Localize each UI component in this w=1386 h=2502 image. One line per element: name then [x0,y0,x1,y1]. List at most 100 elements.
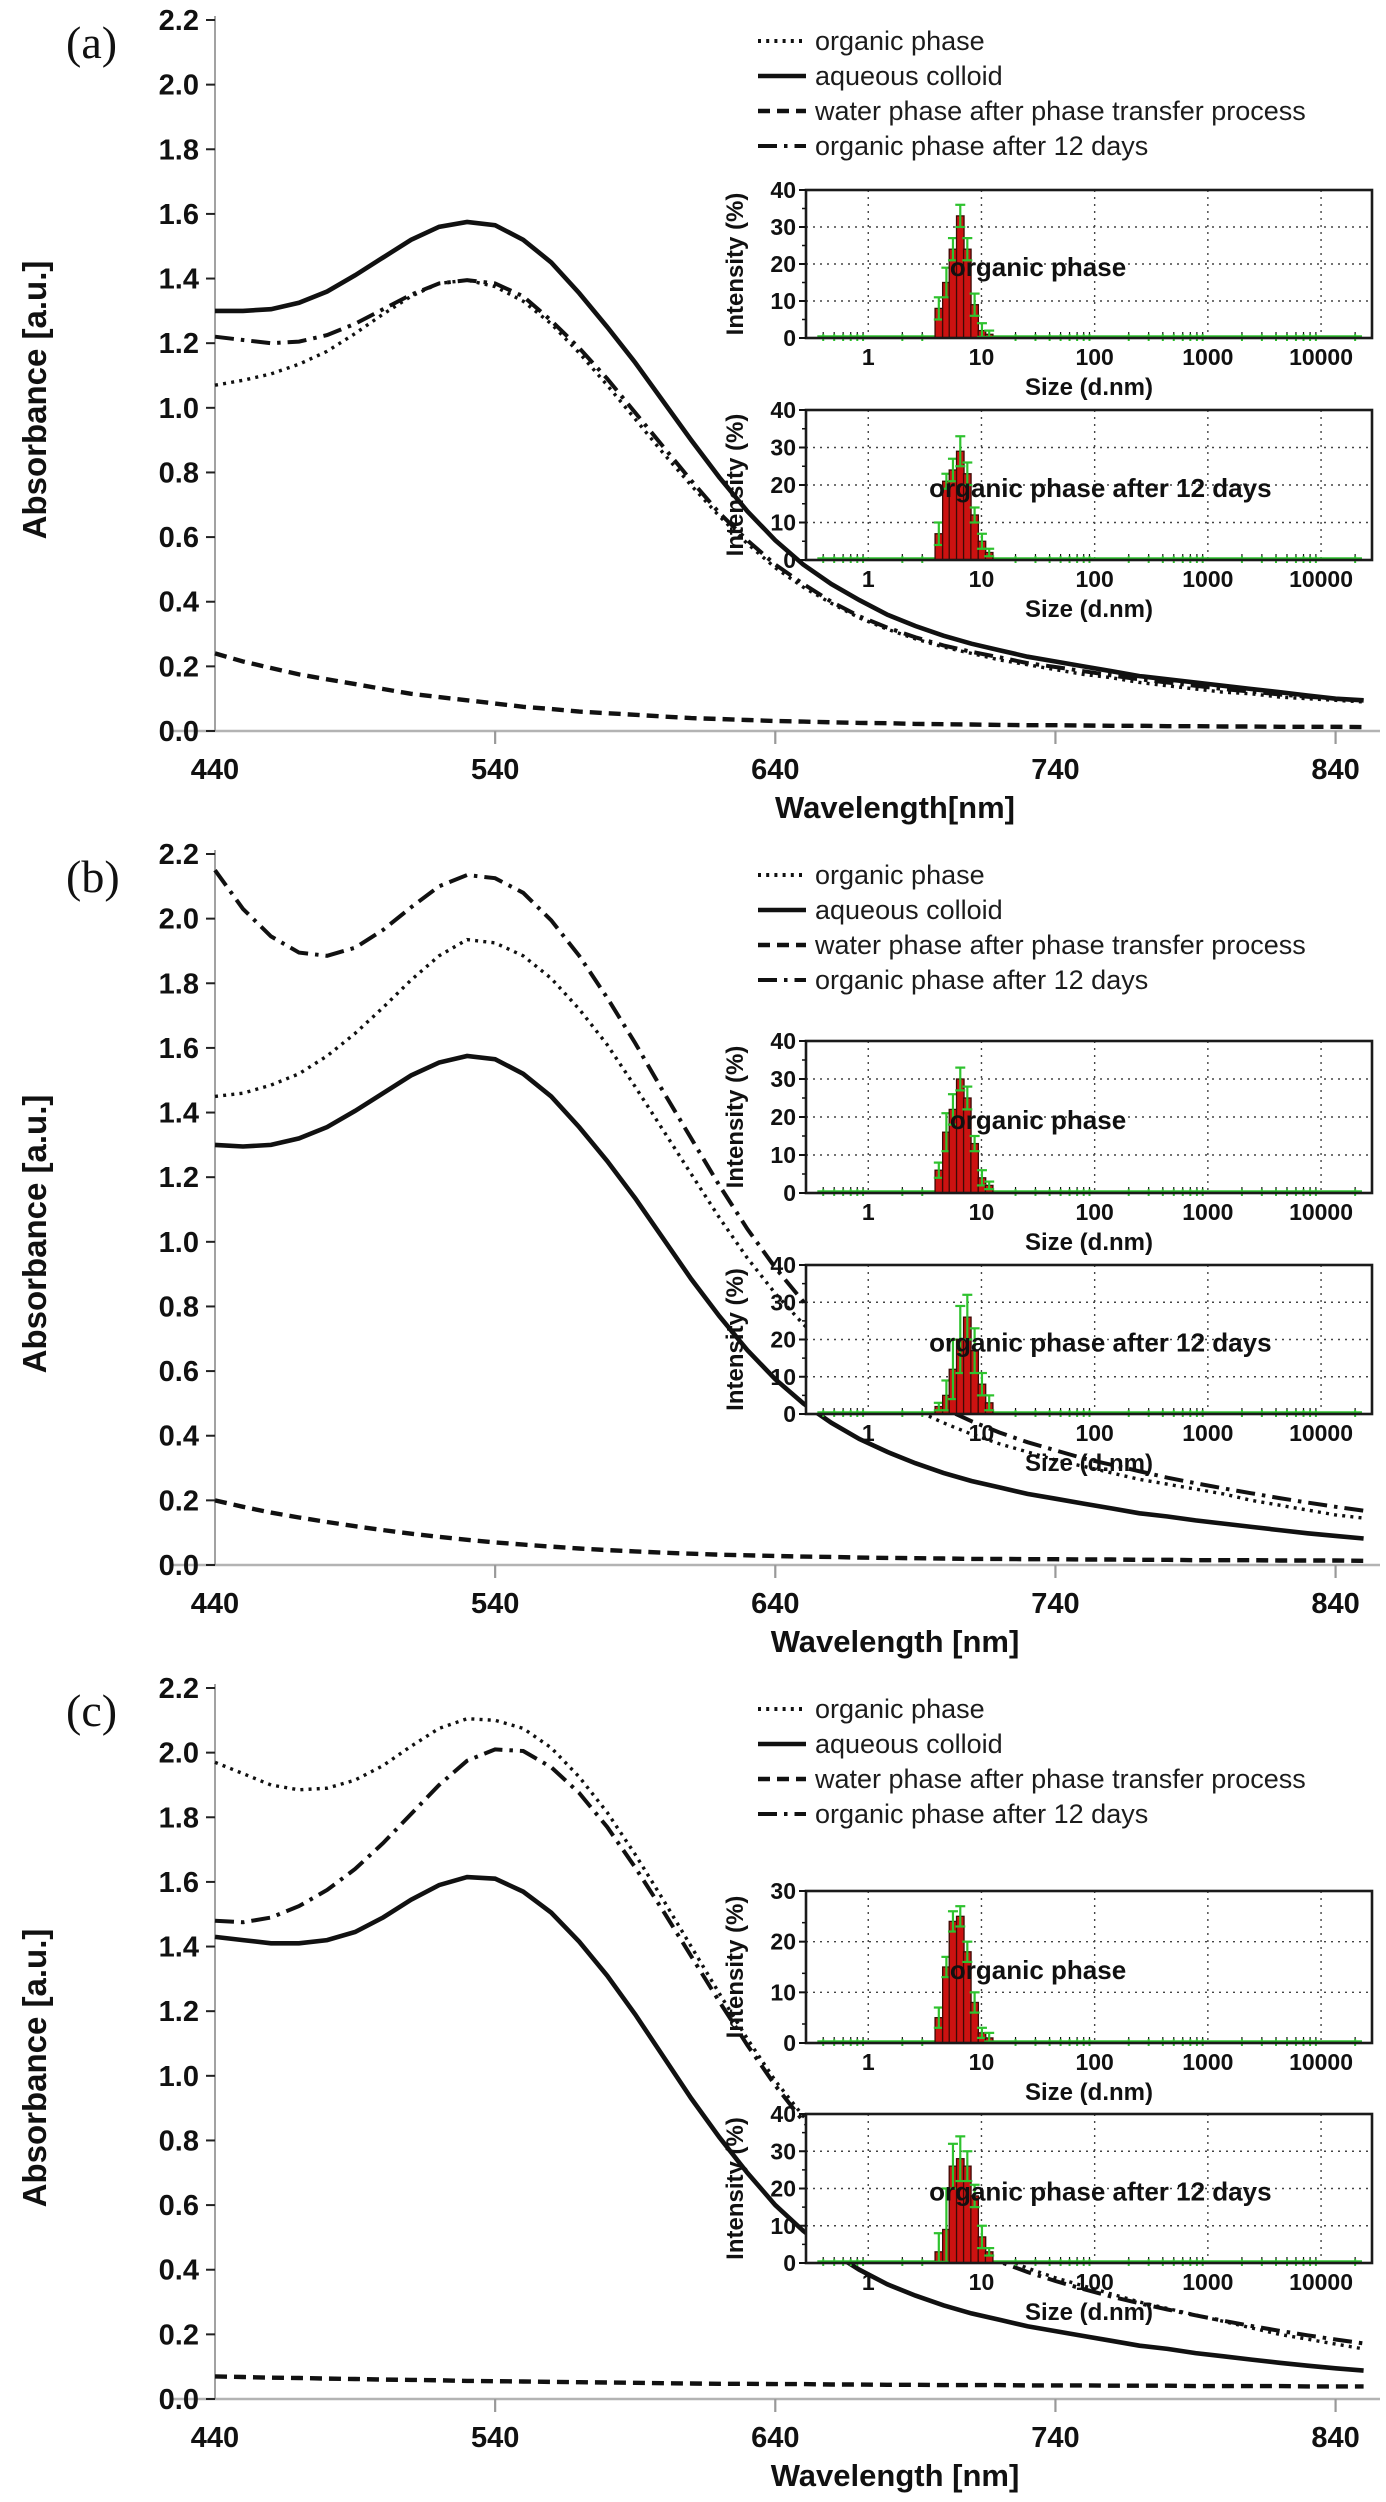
legend-item-label: aqueous colloid [815,1729,1003,1759]
inset-y-axis-title: Intensity (%) [722,1896,749,2039]
inset-x-axis-title: Size (d.nm) [1025,1229,1153,1256]
legend-item-label: organic phase after 12 days [815,1799,1148,1829]
inset-y-tick-label: 0 [783,325,796,351]
panel-letter: (c) [66,1685,117,1736]
inset-y-tick-label: 40 [770,177,796,203]
legend-item-label: organic phase [815,26,985,56]
panel-b: (b) Absorbance [a.u.] Wavelength [nm] 0.… [0,834,1386,1668]
y-tick-label: 0.0 [159,2384,199,2416]
y-tick-label: 0.4 [159,587,199,619]
y-tick-label: 0.4 [159,1421,199,1453]
y-tick-label: 1.0 [159,1227,199,1259]
dls-inset: 0 10 20 30 40 1 10 100 1000 10000 Size (d.nm) Inten… [722,397,1374,623]
inset-data-label: organic phase after 12 days [929,1327,1271,1357]
inset-x-tick-label: 1 [862,344,875,370]
x-axis-title: Wavelength[nm] [775,790,1015,825]
inset-y-tick-label: 0 [783,547,796,573]
inset-y-tick-label: 30 [770,2138,796,2164]
legend-item-label: organic phase [815,1694,985,1724]
x-tick-label: 440 [191,2422,239,2454]
inset-x-tick-label: 10000 [1289,2269,1353,2295]
x-tick-label: 740 [1031,754,1079,786]
y-tick-label: 0.8 [159,2125,199,2157]
y-tick-label: 1.0 [159,2061,199,2093]
inset-y-tick-label: 20 [770,472,796,498]
inset-x-tick-label: 1 [862,1420,875,1446]
dls-inset: 0 10 20 30 40 1 10 100 1000 10000 Size (d.nm) Inten… [722,2101,1374,2326]
panel-letter: (b) [66,851,120,902]
inset-x-tick-label: 10 [969,2269,995,2295]
series-organic-phase-after-12-days [214,278,1364,703]
x-tick-label: 840 [1311,2422,1359,2454]
inset-x-tick-label: 1 [862,2269,875,2295]
histogram-bar [955,450,965,561]
inset-data-label: organic phase after 12 days [929,2176,1271,2206]
inset-x-tick-label: 10 [969,2049,995,2075]
series-water-phase-after-phase-transfer-process [214,2374,1364,2389]
x-tick-label: 740 [1031,1588,1079,1620]
inset-x-tick-label: 100 [1075,344,1113,370]
inset-y-tick-label: 30 [770,214,796,240]
y-tick-label: 2.2 [159,1673,199,1705]
inset-y-tick-label: 30 [770,1066,796,1092]
inset-frame [804,1889,1374,2045]
panel-letter: (a) [66,17,117,68]
inset-x-tick-label: 10 [969,1420,995,1446]
inset-x-tick-label: 100 [1075,2269,1113,2295]
inset-y-tick-label: 30 [770,1289,796,1315]
inset-x-axis-title: Size (d.nm) [1025,374,1153,401]
series-water-phase-after-phase-transfer-process [214,651,1364,730]
inset-x-tick-label: 1 [862,566,875,592]
inset-x-tick-label: 10000 [1289,1420,1353,1446]
y-tick-label: 1.8 [159,968,199,1000]
y-tick-label: 0.2 [159,2319,199,2351]
inset-x-tick-label: 10 [969,1199,995,1225]
series-water-phase-after-phase-transfer-process [214,1498,1364,1563]
inset-y-tick-label: 10 [770,2213,796,2239]
x-tick-label: 540 [471,2422,519,2454]
y-tick-label: 1.6 [159,1033,199,1065]
inset-data-label: organic phase after 12 days [929,473,1271,503]
inset-x-tick-label: 100 [1075,1199,1113,1225]
panel-b-chart: (b) Absorbance [a.u.] Wavelength [nm] 0.… [16,839,1380,1659]
y-tick-label: 0.4 [159,2255,199,2287]
y-tick-label: 1.8 [159,1802,199,1834]
y-tick-label: 1.2 [159,1996,199,2028]
legend-item-label: organic phase after 12 days [815,965,1148,995]
panel-a-chart: (a) Absorbance [a.u.] Wavelength[nm] 0.0… [16,5,1380,825]
inset-x-tick-label: 100 [1075,1420,1113,1446]
inset-background [806,190,1372,338]
inset-x-tick-label: 1000 [1182,2049,1233,2075]
y-tick-label: 1.2 [159,328,199,360]
series-aqueous-colloid [214,1053,1364,1541]
histogram-bar [955,1078,965,1194]
y-axis-title: Absorbance [a.u.] [16,1095,53,1374]
x-tick-label: 840 [1311,1588,1359,1620]
panel-c: (c) Absorbance [a.u.] Wavelength [nm] 0.… [0,1668,1386,2502]
inset-background [806,1265,1372,1414]
inset-y-tick-label: 0 [783,1401,796,1427]
inset-x-tick-label: 1000 [1182,344,1233,370]
series-organic-phase-after-12-days [214,1747,1364,2346]
panel-a: (a) Absorbance [a.u.] Wavelength[nm] 0.0… [0,0,1386,834]
x-tick-label: 640 [751,1588,799,1620]
inset-x-tick-label: 10000 [1289,566,1353,592]
inset-y-tick-label: 30 [770,435,796,461]
inset-x-tick-label: 1000 [1182,1199,1233,1225]
inset-y-tick-label: 20 [770,2176,796,2202]
y-tick-label: 1.6 [159,199,199,231]
legend-item-label: water phase after phase transfer process [814,96,1306,126]
y-tick-label: 2.0 [159,1738,199,1770]
inset-y-axis-title: Intensity (%) [722,193,749,336]
inset-y-tick-label: 20 [770,1929,796,1955]
inset-background [806,1891,1372,2043]
inset-y-axis-title: Intensity (%) [722,2117,749,2260]
inset-x-tick-label: 100 [1075,2049,1113,2075]
inset-x-axis-title: Size (d.nm) [1025,2079,1153,2106]
inset-x-tick-label: 10000 [1289,2049,1353,2075]
x-axis-title: Wavelength [nm] [771,1624,1020,1659]
inset-x-tick-label: 1000 [1182,566,1233,592]
inset-y-tick-label: 20 [770,251,796,277]
inset-y-axis-title: Intensity (%) [722,1046,749,1189]
y-tick-label: 0.2 [159,1485,199,1517]
